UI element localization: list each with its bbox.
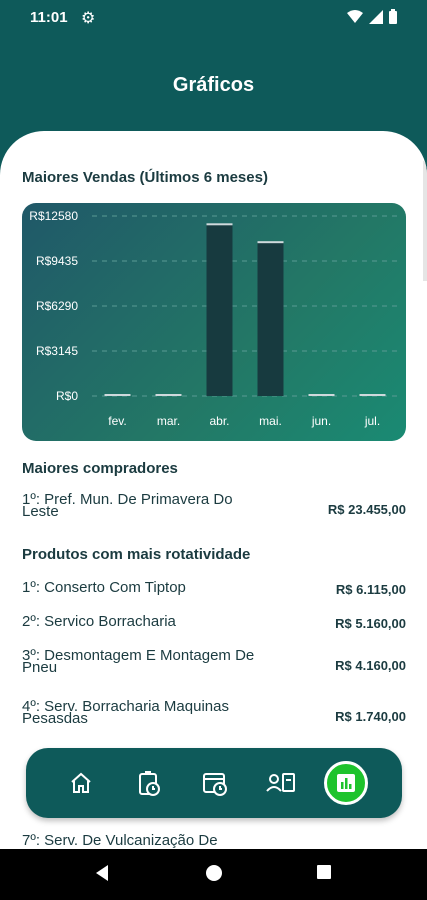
buyer-name: 1º: Pref. Mun. De Primavera Do Leste: [22, 491, 233, 520]
bottom-nav: [26, 748, 402, 818]
product-value: R$ 4.160,00: [335, 658, 406, 673]
signal-icon: [369, 9, 383, 24]
gear-icon: ⚙: [81, 10, 96, 27]
status-icons: [347, 9, 397, 24]
recents-icon[interactable]: [316, 864, 332, 880]
y-tick-label: R$3145: [36, 344, 78, 358]
product-name: 7º: Serv. De Vulcanização De: [22, 832, 218, 849]
sales-section-title: Maiores Vendas (Últimos 6 meses): [22, 169, 268, 186]
product-value: R$ 6.115,00: [335, 582, 406, 597]
battery-icon: [389, 9, 397, 24]
status-time: 11:01: [30, 9, 68, 26]
x-tick-label: abr.: [209, 414, 229, 428]
chart-bar-cap: [359, 394, 386, 396]
x-tick-label: fev.: [108, 414, 126, 428]
wifi-icon: [347, 9, 363, 23]
y-tick-label: R$12580: [29, 209, 78, 223]
sales-chart-svg: R$0 R$3145 R$6290 R$9435 R$12580 fev. mar. abr.…: [29, 209, 398, 428]
chart-bar[interactable]: [206, 224, 233, 396]
page-title: Gráficos: [172, 74, 255, 96]
product-name: 3º: Desmontagem E Montagem De Pneu: [22, 647, 255, 676]
person-card-icon[interactable]: [262, 764, 300, 802]
chart-bar-cap: [155, 394, 182, 396]
sales-chart: R$0 R$3145 R$6290 R$9435 R$12580 fev. mar. abr.…: [22, 203, 406, 441]
chart-bar-cap: [257, 241, 284, 244]
x-tick-label: mai.: [259, 414, 282, 428]
chart-bar-cap: [308, 394, 335, 396]
y-tick-label: R$6290: [36, 299, 78, 313]
app-header: 11:01 ⚙ Gráficos: [0, 0, 427, 150]
system-nav-bar: [0, 849, 427, 900]
y-tick-label: R$9435: [36, 254, 78, 268]
product-name: 2º: Servico Borracharia: [22, 613, 176, 630]
product-row: 7º: Serv. De Vulcanização De: [22, 832, 406, 849]
product-row: 3º: Desmontagem E Montagem De Pneu R$ 4.…: [22, 647, 406, 680]
chart-bar-cap: [104, 394, 131, 396]
product-name: 1º: Conserto Com Tiptop: [22, 579, 186, 596]
buyers-section-title: Maiores compradores: [22, 460, 178, 477]
calendar-clock-icon[interactable]: [196, 764, 234, 802]
x-tick-label: mar.: [157, 414, 180, 428]
chart-bar-cap: [206, 223, 233, 226]
product-name: 4º: Serv. Borracharia Maquinas Pesasdas: [22, 698, 229, 727]
product-row: 1º: Conserto Com Tiptop R$ 6.115,00: [22, 579, 406, 612]
product-row: 4º: Serv. Borracharia Maquinas Pesasdas …: [22, 698, 406, 731]
buyer-value: R$ 23.455,00: [327, 502, 406, 517]
main-content[interactable]: Maiores Vendas (Últimos 6 meses) R$0 R$31…: [0, 131, 427, 849]
scrollbar[interactable]: [423, 161, 427, 281]
buyer-row: 1º: Pref. Mun. De Primavera Do Leste R$ …: [22, 491, 406, 524]
product-row: 2º: Servico Borracharia R$ 5.160,00: [22, 613, 406, 646]
bar-chart-icon[interactable]: [324, 761, 368, 805]
product-value: R$ 1.740,00: [335, 709, 406, 724]
back-icon[interactable]: [94, 864, 110, 882]
products-section-title: Produtos com mais rotatividade: [22, 546, 251, 563]
clipboard-clock-icon[interactable]: [130, 764, 168, 802]
product-value: R$ 5.160,00: [335, 616, 406, 631]
x-tick-label: jul.: [364, 414, 380, 428]
chart-bar[interactable]: [257, 242, 284, 396]
home-icon[interactable]: [62, 764, 100, 802]
y-tick-label: R$0: [56, 389, 78, 403]
home-circle-icon[interactable]: [205, 864, 223, 882]
x-tick-label: jun.: [311, 414, 331, 428]
status-bar: 11:01 ⚙: [0, 0, 427, 34]
